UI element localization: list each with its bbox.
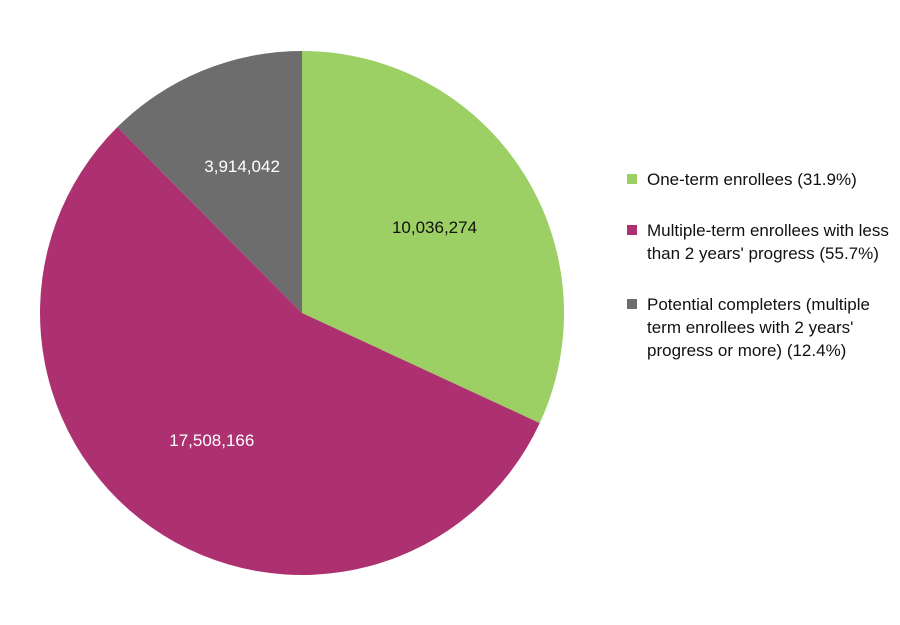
pie-slice-one-term — [302, 51, 565, 424]
legend-swatch-potential-completers — [627, 299, 637, 309]
slice-value-label-potential-completers: 3,914,042 — [204, 157, 280, 176]
legend-entry-multiple-term: Multiple-term enrollees with less than 2… — [627, 219, 892, 265]
legend-label-one-term: One-term enrollees (31.9%) — [647, 170, 857, 189]
legend-swatch-multiple-term — [627, 225, 637, 235]
legend-swatch-one-term — [627, 174, 637, 184]
legend-entry-one-term: One-term enrollees (31.9%) — [627, 168, 892, 191]
slice-value-label-multiple-term: 17,508,166 — [169, 431, 254, 450]
legend: One-term enrollees (31.9%) Multiple-term… — [627, 168, 892, 390]
pie-slice-potential-completers — [117, 51, 302, 313]
pie-slice-multiple-term — [40, 127, 540, 576]
legend-entry-potential-completers: Potential completers (multiple term enro… — [627, 293, 892, 362]
slice-value-label-one-term: 10,036,274 — [392, 218, 477, 237]
legend-label-multiple-term: Multiple-term enrollees with less than 2… — [647, 221, 889, 263]
legend-label-potential-completers: Potential completers (multiple term enro… — [647, 295, 870, 360]
